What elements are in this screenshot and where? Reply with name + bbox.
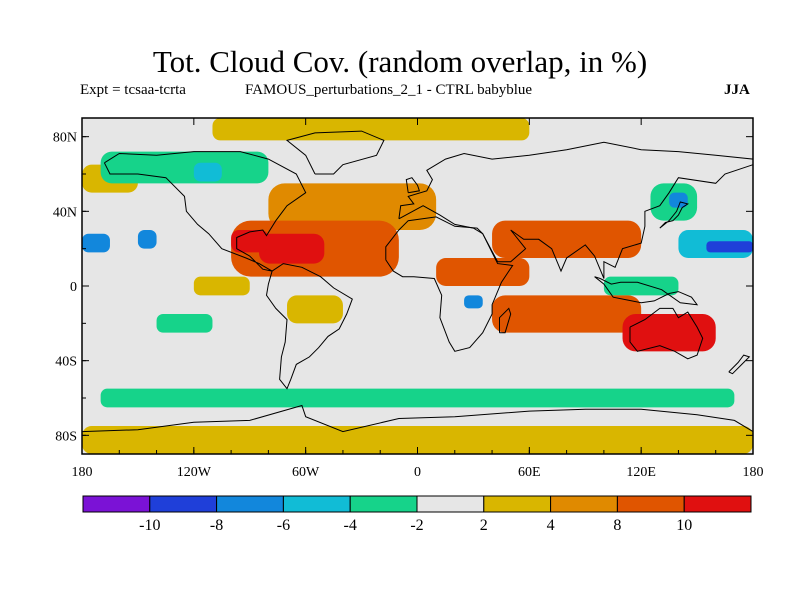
anomaly-region-tropical-pacific-warm	[193, 276, 250, 296]
anomaly-region-dateline-blue	[82, 233, 110, 253]
coast-south-america	[265, 263, 353, 390]
anomaly-region-w-pacific-blue	[706, 241, 753, 253]
coast-new-zealand	[728, 354, 751, 375]
x-tick-label: 180	[743, 465, 764, 480]
anomaly-region-n-atlantic-warm	[268, 183, 437, 230]
coast-north-america	[103, 151, 307, 272]
anomaly-region-s-atlantic-blue-spot	[464, 295, 483, 309]
colorbar-label: -4	[344, 517, 357, 534]
coast-greenland	[285, 130, 385, 175]
x-tick-label: 60E	[518, 465, 541, 480]
coast-japan	[659, 201, 690, 229]
colorbar-label: 10	[676, 517, 692, 534]
anomaly-region-maritime-cool	[603, 276, 679, 296]
colorbar-label: -6	[277, 517, 290, 534]
colorbar-label: -8	[210, 517, 223, 534]
coastlines	[81, 130, 754, 433]
anomaly-region-s-america-warm	[287, 295, 343, 324]
anomaly-region-japan-blue	[669, 192, 688, 208]
colorbar-label: -2	[410, 517, 423, 534]
colorbar: -10 -8 -6 -4 -2 2 4 8 10	[82, 495, 752, 534]
y-tick-label: 40N	[53, 205, 77, 220]
colorbar-label: 8	[613, 517, 621, 534]
colorbar-swatch	[82, 495, 151, 513]
x-tick-label: 180	[72, 465, 93, 480]
colorbar-swatch	[216, 495, 284, 513]
coast-africa	[385, 216, 514, 352]
anomaly-region-n-america-cool	[100, 151, 269, 184]
colorbar-swatch	[550, 495, 618, 513]
y-tick-label: 80S	[55, 429, 77, 444]
colorbar-label: 2	[480, 517, 488, 534]
y-tick-label: 0	[70, 280, 77, 295]
colorbar-swatch	[483, 495, 552, 513]
colorbar-swatch	[349, 495, 418, 513]
coast-antarctica	[81, 404, 754, 433]
anomaly-region-asia-band-warm	[492, 220, 642, 258]
perturbation-label: FAMOUS_perturbations_2_1 - CTRL babyblue	[245, 82, 533, 98]
anomaly-region-w-atlantic-cool	[156, 314, 213, 333]
anomaly-field	[82, 118, 753, 454]
experiment-label: Expt = tcsaa-tcrta	[80, 82, 186, 98]
anomaly-region-caribbean-core	[259, 233, 325, 264]
anomaly-region-antarctic-warm	[82, 426, 753, 454]
anomaly-region-n-america-deep	[193, 162, 222, 182]
coast-eurasia	[398, 141, 754, 279]
coast-uk	[405, 177, 421, 194]
colorbar-label: 4	[547, 517, 555, 534]
chart-title: Tot. Cloud Cov. (random overlap, in %)	[152, 44, 648, 79]
coast-indonesia	[594, 276, 699, 306]
y-tick-label: 80N	[53, 131, 77, 146]
anomaly-region-australia-core	[622, 314, 716, 352]
colorbar-swatch	[683, 495, 752, 513]
colorbar-swatch	[282, 495, 351, 513]
anomaly-region-arctic-atlantic-warm	[212, 118, 530, 141]
x-tick-label: 60W	[292, 465, 320, 480]
colorbar-swatch	[416, 495, 485, 513]
coast-australia	[629, 307, 704, 360]
anomaly-region-indian-ocean-warm	[492, 295, 642, 333]
x-tick-label: 120W	[177, 465, 212, 480]
y-axis: 80N 40N 0 40S 80S	[53, 131, 753, 444]
colorbar-swatch	[149, 495, 218, 513]
colorbar-label: -10	[139, 517, 160, 534]
anomaly-region-s-ocean-cool	[100, 388, 735, 408]
x-tick-label: 0	[414, 465, 421, 480]
x-axis: 180 120W 60W 0 60E 120E 180	[72, 118, 764, 480]
coast-madagascar	[499, 307, 512, 334]
anomaly-region-africa-arabia-warm	[436, 258, 530, 286]
season-label: JJA	[724, 82, 750, 98]
y-tick-label: 40S	[55, 355, 77, 370]
x-tick-label: 120E	[626, 465, 656, 480]
colorbar-swatch	[616, 495, 685, 513]
anomaly-region-n-pacific-blue-spot	[137, 230, 157, 249]
